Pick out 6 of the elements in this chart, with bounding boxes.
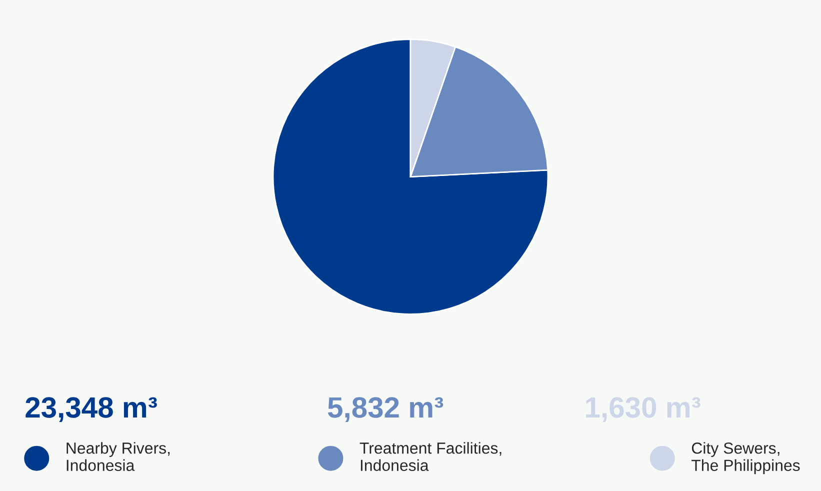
- data-label: 23,348 m³: [26, 397, 157, 422]
- data-label: 5,832 m³: [328, 397, 444, 422]
- legend-label: Treatment Facilities, Indonesia: [360, 442, 502, 472]
- legend-label: City Sewers, The Philippines: [691, 442, 800, 474]
- pie-slice: [272, 38, 549, 315]
- legend-label: Nearby Rivers, Indonesia: [66, 442, 170, 472]
